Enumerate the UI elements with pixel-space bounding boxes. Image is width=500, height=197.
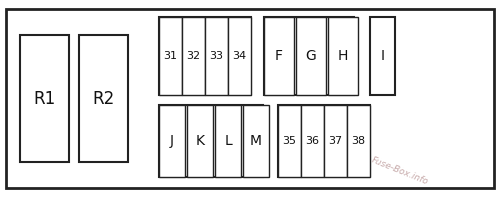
Bar xyxy=(228,17,251,95)
Bar xyxy=(159,105,263,177)
Text: 32: 32 xyxy=(186,51,200,61)
Bar xyxy=(370,17,395,95)
Text: 33: 33 xyxy=(210,51,224,61)
Bar xyxy=(79,35,128,162)
Text: M: M xyxy=(250,134,262,148)
Bar xyxy=(182,17,205,95)
Bar xyxy=(296,17,326,95)
Text: G: G xyxy=(306,49,316,63)
Bar xyxy=(301,105,324,177)
Text: I: I xyxy=(380,49,384,63)
Bar xyxy=(20,35,69,162)
Text: 31: 31 xyxy=(164,51,177,61)
Bar xyxy=(205,17,228,95)
Text: J: J xyxy=(170,134,174,148)
Bar xyxy=(328,17,358,95)
Bar xyxy=(347,105,370,177)
Text: 37: 37 xyxy=(328,136,342,146)
Text: 34: 34 xyxy=(232,51,246,61)
Bar xyxy=(264,17,354,95)
Bar xyxy=(187,105,213,177)
Text: 38: 38 xyxy=(352,136,366,146)
Text: R2: R2 xyxy=(92,89,114,108)
Text: K: K xyxy=(196,134,204,148)
Bar xyxy=(264,17,294,95)
Text: 35: 35 xyxy=(282,136,296,146)
Text: H: H xyxy=(338,49,348,63)
Bar xyxy=(159,17,251,95)
Text: R1: R1 xyxy=(34,89,56,108)
Bar xyxy=(278,105,370,177)
Text: F: F xyxy=(275,49,283,63)
Bar xyxy=(159,17,182,95)
Bar xyxy=(324,105,347,177)
Text: L: L xyxy=(224,134,232,148)
Bar xyxy=(243,105,269,177)
Bar xyxy=(159,105,185,177)
Text: 36: 36 xyxy=(306,136,320,146)
Bar xyxy=(215,105,241,177)
Text: Fuse-Box.info: Fuse-Box.info xyxy=(370,156,430,187)
Bar xyxy=(278,105,301,177)
